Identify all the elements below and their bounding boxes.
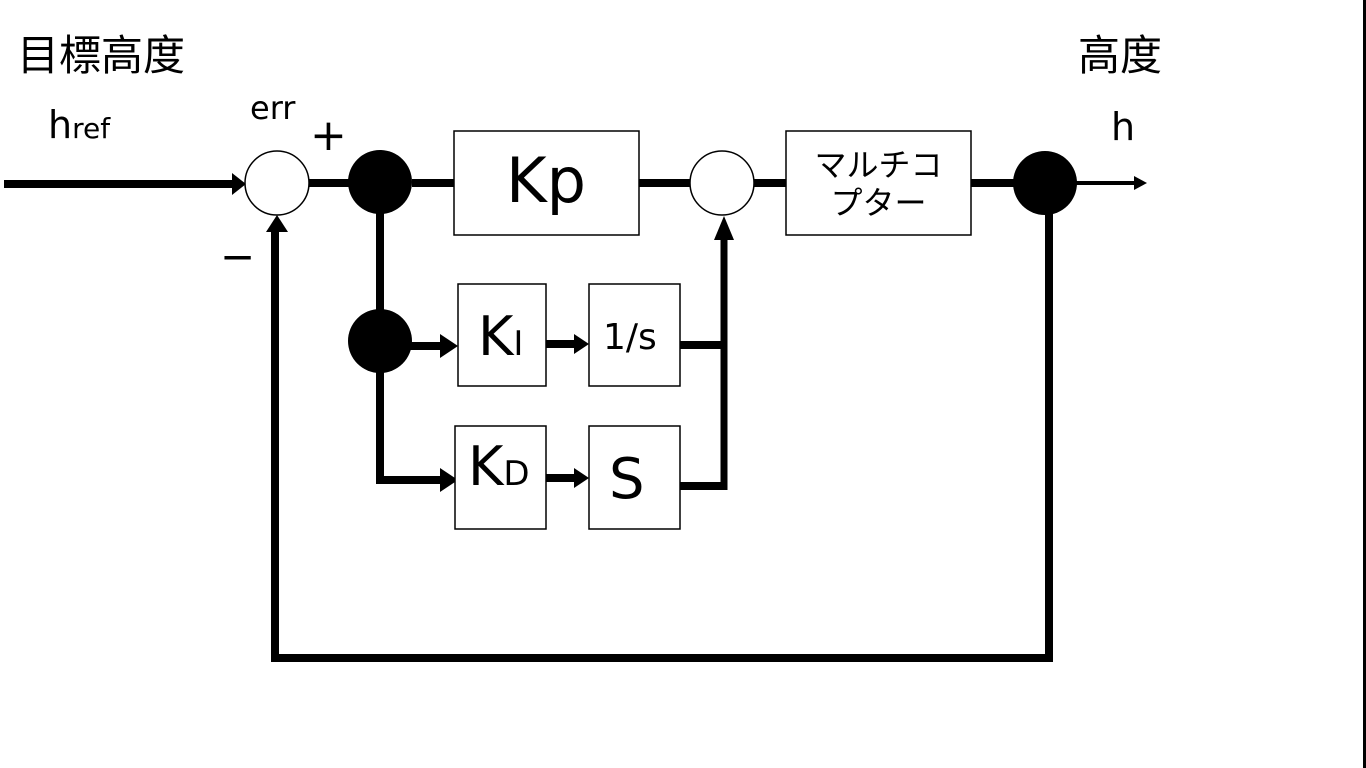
feedback-arrowhead <box>266 215 288 232</box>
multicopter-block <box>785 130 972 236</box>
branch-node-output <box>1013 151 1077 215</box>
kp-label: Kp <box>506 144 587 217</box>
plus-sign: + <box>310 110 347 161</box>
collector-arrowhead <box>714 216 734 240</box>
kd-arrowhead <box>440 468 458 492</box>
err-label: err <box>250 89 296 127</box>
output-h-label: h <box>1111 105 1136 149</box>
ki-subscript: I <box>513 324 524 364</box>
ki-main: K <box>478 305 514 368</box>
derivative-arrowhead <box>574 468 589 488</box>
href-label: href <box>48 106 110 144</box>
integrator-label: 1/s <box>603 317 657 358</box>
ki-arrowhead <box>440 334 458 358</box>
summing-junction-pid <box>689 150 755 216</box>
kp-block <box>453 130 640 236</box>
multicopter-line-1: マルチコ <box>814 146 943 184</box>
ki-label: KI <box>478 310 523 364</box>
integrator-arrowhead <box>574 334 589 354</box>
altitude-label: 高度 <box>1078 31 1163 80</box>
right-border <box>1363 0 1366 768</box>
multicopter-line-2: プター <box>830 184 927 222</box>
kd-label: KD <box>468 440 530 494</box>
ki-block <box>457 283 547 387</box>
href-main: h <box>48 103 73 147</box>
output-arrowhead <box>1134 176 1147 190</box>
input-arrowhead <box>232 173 246 195</box>
summing-junction-error <box>244 150 310 216</box>
derivative-label: S <box>609 447 645 512</box>
kd-subscript: D <box>503 454 530 494</box>
branch-node-top <box>348 150 412 214</box>
multicopter-label: マルチコ プター <box>786 146 971 222</box>
branch-node-middle <box>348 309 412 373</box>
integrator-block <box>588 283 681 387</box>
derivative-block <box>588 425 681 530</box>
kd-block <box>454 425 547 530</box>
href-subscript: ref <box>72 112 111 145</box>
minus-sign: − <box>220 232 256 281</box>
feedback-line <box>271 213 1053 662</box>
target-altitude-label: 目標高度 <box>17 31 186 80</box>
kd-main: K <box>468 435 504 498</box>
